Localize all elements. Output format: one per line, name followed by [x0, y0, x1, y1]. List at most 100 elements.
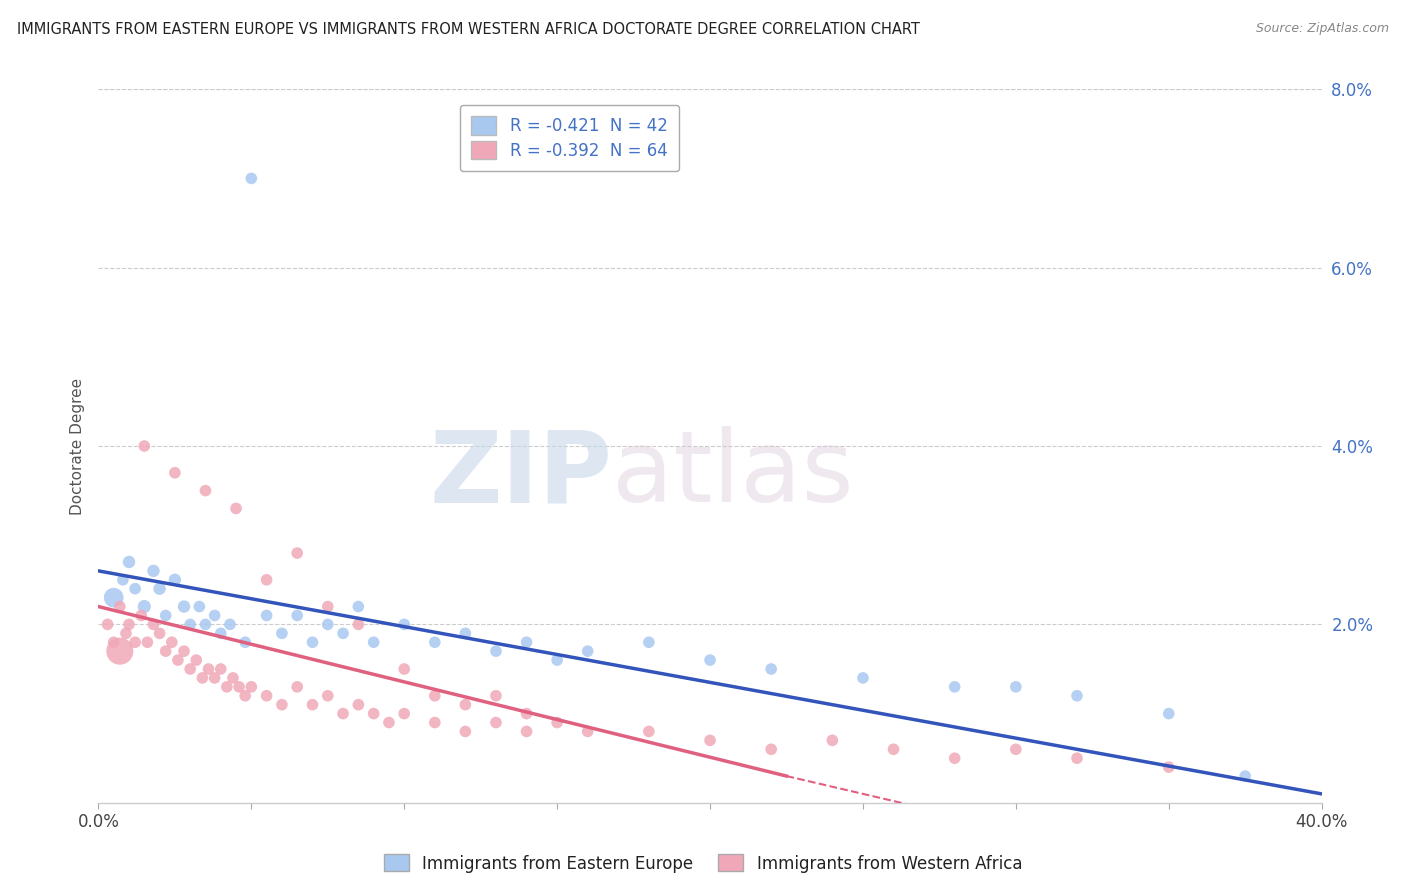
Point [194, 483, 217, 498]
Point [1157, 760, 1180, 774]
Point [285, 608, 308, 623]
Point [332, 706, 354, 721]
Point [347, 599, 370, 614]
Point [759, 662, 782, 676]
Point [124, 635, 146, 649]
Text: ZIP: ZIP [429, 426, 612, 523]
Point [637, 724, 661, 739]
Point [179, 617, 201, 632]
Point [124, 582, 146, 596]
Text: IMMIGRANTS FROM EASTERN EUROPE VS IMMIGRANTS FROM WESTERN AFRICA DOCTORATE DEGRE: IMMIGRANTS FROM EASTERN EUROPE VS IMMIGR… [17, 22, 920, 37]
Point [1066, 689, 1088, 703]
Point [392, 706, 416, 721]
Point [108, 599, 131, 614]
Point [301, 635, 323, 649]
Point [149, 582, 172, 596]
Point [173, 644, 195, 658]
Point [111, 573, 134, 587]
Point [454, 698, 477, 712]
Point [821, 733, 844, 747]
Point [576, 644, 599, 658]
Point [485, 689, 508, 703]
Point [256, 608, 278, 623]
Point [136, 635, 159, 649]
Point [204, 671, 226, 685]
Point [163, 466, 186, 480]
Point [347, 698, 370, 712]
Point [197, 662, 219, 676]
Point [103, 591, 125, 605]
Point [576, 724, 599, 739]
Point [160, 635, 183, 649]
Point [186, 653, 208, 667]
Point [423, 715, 446, 730]
Point [516, 635, 538, 649]
Point [759, 742, 782, 756]
Point [134, 599, 156, 614]
Point [270, 626, 292, 640]
Point [155, 608, 177, 623]
Text: Source: ZipAtlas.com: Source: ZipAtlas.com [1256, 22, 1389, 36]
Point [852, 671, 875, 685]
Point [378, 715, 401, 730]
Point [270, 698, 292, 712]
Point [392, 662, 416, 676]
Point [316, 617, 339, 632]
Point [423, 635, 446, 649]
Point [118, 617, 141, 632]
Point [546, 653, 568, 667]
Point [225, 501, 247, 516]
Point [883, 742, 905, 756]
Point [285, 546, 308, 560]
Legend: R = -0.421  N = 42, R = -0.392  N = 64: R = -0.421 N = 42, R = -0.392 N = 64 [460, 104, 679, 171]
Point [699, 733, 721, 747]
Point [191, 671, 214, 685]
Point [134, 439, 156, 453]
Point [637, 635, 661, 649]
Point [194, 617, 217, 632]
Point [233, 635, 256, 649]
Point [209, 662, 232, 676]
Point [256, 573, 278, 587]
Point [240, 680, 263, 694]
Point [1004, 742, 1026, 756]
Point [233, 689, 256, 703]
Point [316, 599, 339, 614]
Point [142, 564, 165, 578]
Point [219, 617, 242, 632]
Point [173, 599, 195, 614]
Point [1234, 769, 1257, 783]
Point [1066, 751, 1088, 765]
Point [943, 680, 966, 694]
Point [129, 608, 152, 623]
Point [118, 555, 141, 569]
Point [115, 626, 138, 640]
Legend: Immigrants from Eastern Europe, Immigrants from Western Africa: Immigrants from Eastern Europe, Immigran… [377, 847, 1029, 880]
Point [301, 698, 323, 712]
Point [149, 626, 172, 640]
Point [454, 626, 477, 640]
Point [943, 751, 966, 765]
Text: atlas: atlas [612, 426, 853, 523]
Point [97, 617, 120, 632]
Point [454, 724, 477, 739]
Point [179, 662, 201, 676]
Point [699, 653, 721, 667]
Point [142, 617, 165, 632]
Point [240, 171, 263, 186]
Point [222, 671, 245, 685]
Point [392, 617, 416, 632]
Point [215, 680, 238, 694]
Point [1157, 706, 1180, 721]
Point [363, 706, 385, 721]
Point [155, 644, 177, 658]
Point [256, 689, 278, 703]
Point [163, 573, 186, 587]
Point [285, 680, 308, 694]
Point [188, 599, 211, 614]
Point [423, 689, 446, 703]
Point [332, 626, 354, 640]
Point [363, 635, 385, 649]
Point [209, 626, 232, 640]
Point [228, 680, 250, 694]
